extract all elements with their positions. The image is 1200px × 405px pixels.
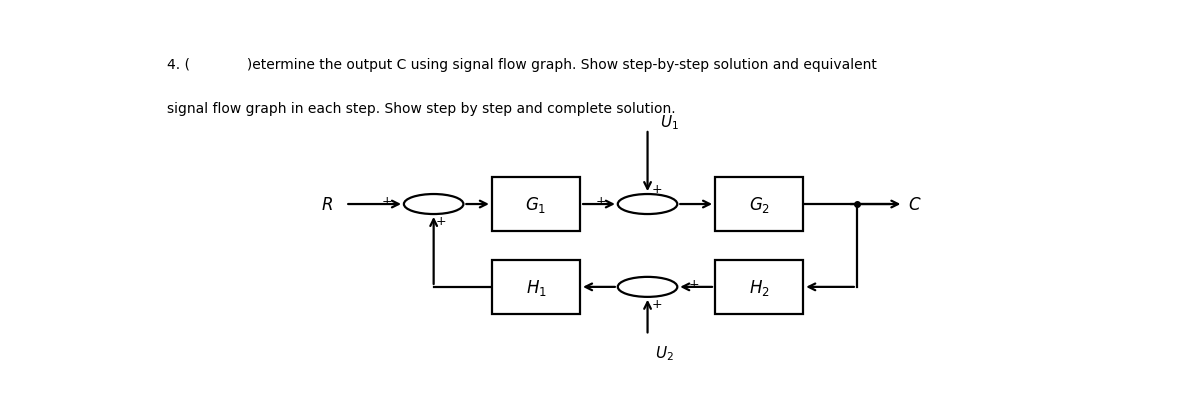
Text: +: + — [652, 182, 662, 196]
Text: 4. (             )etermine the output C using signal flow graph. Show step-by-st: 4. ( )etermine the output C using signal… — [167, 58, 877, 72]
Bar — [715, 177, 803, 232]
Text: +: + — [595, 194, 606, 207]
Text: +: + — [382, 194, 392, 207]
Text: +: + — [652, 298, 662, 311]
Text: +: + — [436, 215, 446, 228]
Text: $U_1$: $U_1$ — [660, 113, 678, 131]
Text: signal flow graph in each step. Show step by step and complete solution.: signal flow graph in each step. Show ste… — [167, 102, 676, 115]
Bar — [492, 260, 580, 314]
Text: $G_2$: $G_2$ — [749, 194, 769, 215]
Bar — [492, 177, 580, 232]
Bar — [715, 260, 803, 314]
Text: $H_1$: $H_1$ — [526, 277, 546, 297]
Text: $C$: $C$ — [908, 196, 922, 213]
Text: $R$: $R$ — [322, 196, 334, 213]
Text: $G_1$: $G_1$ — [526, 194, 546, 215]
Text: +: + — [689, 277, 700, 290]
Text: $H_2$: $H_2$ — [749, 277, 769, 297]
Text: $U_2$: $U_2$ — [655, 343, 674, 362]
